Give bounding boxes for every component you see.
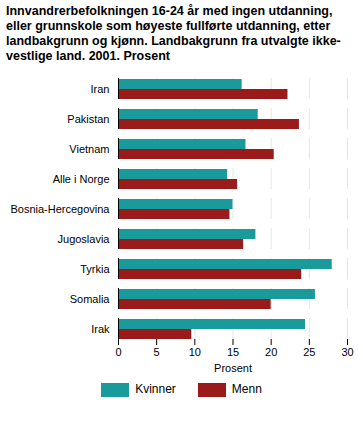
svg-text:Somalia: Somalia [70, 293, 111, 305]
svg-text:Pakistan: Pakistan [67, 113, 109, 125]
svg-text:30: 30 [341, 346, 353, 358]
svg-text:25: 25 [303, 346, 315, 358]
svg-text:0: 0 [115, 346, 121, 358]
svg-text:10: 10 [189, 346, 201, 358]
html-text:Innvandrerbefolkningen 16-24 å: Innvandrerbefolkningen 16-24 år med inge… [6, 4, 341, 63]
svg-text:20: 20 [265, 346, 277, 358]
svg-text:Vietnam: Vietnam [69, 143, 109, 155]
svg-text:5: 5 [154, 346, 160, 358]
svg-text:Tyrkia: Tyrkia [80, 263, 110, 275]
html-text:Kvinner: Kvinner [135, 382, 176, 396]
svg-text:Iran: Iran [91, 83, 110, 95]
svg-text:Prosent: Prosent [214, 362, 252, 374]
html-text:Menn: Menn [231, 382, 262, 396]
svg-text:Jugoslavia: Jugoslavia [58, 233, 111, 245]
svg-text:Bosnia-Hercegovina: Bosnia-Hercegovina [10, 203, 110, 215]
svg-text:Alle i Norge: Alle i Norge [53, 173, 110, 185]
svg-text:15: 15 [227, 346, 239, 358]
svg-text:Irak: Irak [91, 323, 110, 335]
